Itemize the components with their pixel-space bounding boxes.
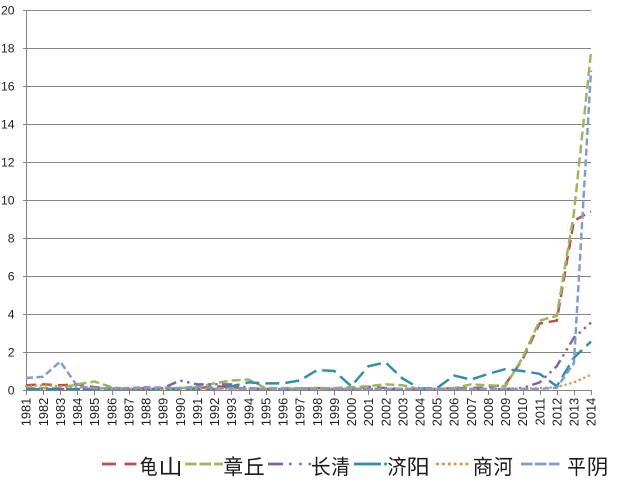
svg-text:1991: 1991 [190,398,205,426]
svg-text:2: 2 [8,345,15,359]
svg-text:0: 0 [8,383,15,397]
svg-text:1982: 1982 [36,398,51,426]
svg-text:2009: 2009 [498,398,513,426]
svg-text:2010: 2010 [515,398,530,426]
svg-text:8: 8 [8,231,15,245]
svg-text:1986: 1986 [104,398,119,426]
svg-text:16: 16 [1,79,15,93]
svg-text:2000: 2000 [344,398,359,426]
svg-text:12: 12 [1,155,15,169]
svg-text:1983: 1983 [53,398,68,426]
svg-text:14: 14 [1,117,15,131]
svg-text:1995: 1995 [258,398,273,426]
svg-text:2012: 2012 [549,398,564,426]
svg-text:18: 18 [1,41,15,55]
svg-text:2004: 2004 [412,398,427,426]
svg-text:2001: 2001 [361,398,376,426]
svg-text:4: 4 [8,307,15,321]
svg-text:2002: 2002 [378,398,393,426]
svg-text:1999: 1999 [327,398,342,426]
svg-text:1984: 1984 [70,398,85,426]
svg-text:2014: 2014 [584,398,599,426]
svg-text:6: 6 [8,269,15,283]
svg-text:2007: 2007 [464,398,479,426]
svg-text:20: 20 [1,3,15,17]
svg-text:2008: 2008 [481,398,496,426]
svg-text:2005: 2005 [430,398,445,426]
svg-text:2011: 2011 [532,398,547,426]
svg-text:1996: 1996 [276,398,291,426]
svg-text:2003: 2003 [395,398,410,426]
svg-text:1992: 1992 [207,398,222,426]
svg-text:1993: 1993 [224,398,239,426]
svg-text:1985: 1985 [87,398,102,426]
svg-text:1994: 1994 [241,398,256,426]
svg-text:1998: 1998 [310,398,325,426]
svg-text:1989: 1989 [156,398,171,426]
svg-text:1988: 1988 [139,398,154,426]
svg-text:2013: 2013 [567,398,582,426]
svg-text:10: 10 [1,193,15,207]
svg-text:2006: 2006 [447,398,462,426]
svg-text:1997: 1997 [293,398,308,426]
svg-text:1990: 1990 [173,398,188,426]
svg-text:1981: 1981 [19,398,34,426]
svg-text:1987: 1987 [121,398,136,426]
